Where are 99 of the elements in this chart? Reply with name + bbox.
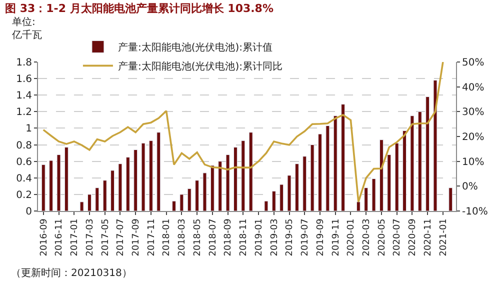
y2-tick-label: 20% xyxy=(462,132,484,143)
bar xyxy=(180,194,184,211)
x-tick-label: 2019-09 xyxy=(316,218,326,256)
bar xyxy=(126,156,130,211)
bar xyxy=(272,190,276,211)
y-tick-label: 1.6 xyxy=(16,74,32,86)
bar xyxy=(302,156,307,211)
y-tick-label: 0.6 xyxy=(16,156,32,168)
x-tick-label: 2020-03 xyxy=(362,218,372,256)
y-tick-label: 0.2 xyxy=(16,190,32,201)
chart-title: 图 33：1-2 月太阳能电池产量累计同比增长 103.8% xyxy=(5,2,274,15)
bar xyxy=(410,116,414,211)
bar xyxy=(49,160,54,211)
bar xyxy=(95,188,100,211)
line-series xyxy=(42,62,444,203)
y2-tick-label: 50% xyxy=(462,58,484,68)
bar xyxy=(102,180,107,211)
bar xyxy=(202,172,207,211)
bar xyxy=(248,132,253,211)
bar xyxy=(195,180,200,211)
legend-label: 产量:太阳能电池(光伏电池):累计同比 xyxy=(118,60,283,73)
x-tick-label: 2019-11 xyxy=(331,218,342,256)
bar xyxy=(341,104,346,211)
bar xyxy=(134,149,138,211)
bar xyxy=(280,184,284,211)
bar xyxy=(318,134,322,211)
bar xyxy=(433,80,438,211)
bar xyxy=(356,202,360,211)
bar xyxy=(187,188,192,211)
x-tick-label: 2020-07 xyxy=(392,218,403,256)
x-tick-label: 2018-05 xyxy=(192,218,203,256)
legend-label: 产量:太阳能电池(光伏电池):累计值 xyxy=(118,42,273,54)
y-tick-label: 0 xyxy=(26,206,32,218)
bar xyxy=(210,165,214,211)
bar xyxy=(141,142,146,211)
bar xyxy=(294,164,299,211)
x-tick-label: 2019-07 xyxy=(300,218,311,256)
bar xyxy=(372,178,376,211)
bar xyxy=(88,194,92,211)
bar xyxy=(110,170,115,211)
y2-tick-label: 30% xyxy=(462,107,484,118)
bar xyxy=(56,154,61,211)
y-tick-label: 1.4 xyxy=(16,90,32,102)
x-tick-label: 2019-05 xyxy=(285,218,296,256)
y-tick-label: 1.2 xyxy=(16,107,32,118)
x-tick-label: 2019-03 xyxy=(270,218,280,256)
x-tick-label: 2016-11 xyxy=(54,218,65,256)
y2-tick-label: -10% xyxy=(462,206,488,218)
x-tick-label: 2017-03 xyxy=(85,218,96,256)
bar xyxy=(287,175,292,211)
x-tick-label: 2017-11 xyxy=(146,218,157,256)
y2-tick-label: 0% xyxy=(462,182,478,193)
bar xyxy=(118,164,122,211)
x-tick-label: 2020-11 xyxy=(423,218,434,256)
x-tick-label: 2017-01 xyxy=(70,218,80,256)
bar xyxy=(333,116,338,211)
x-tick-label: 2017-09 xyxy=(132,218,142,256)
bar xyxy=(234,147,238,211)
bar xyxy=(80,202,84,211)
x-tick-label: 2020-05 xyxy=(377,218,388,256)
x-tick-label: 2020-09 xyxy=(408,218,418,256)
bar xyxy=(402,130,406,211)
x-tick-label: 2017-05 xyxy=(100,218,111,256)
bar xyxy=(172,200,176,211)
y2-tick-label: 10% xyxy=(462,156,484,168)
x-tick-label: 2019-01 xyxy=(254,218,264,256)
bar xyxy=(364,188,368,211)
bar xyxy=(64,147,68,211)
y-tick-label: 0.4 xyxy=(16,173,32,184)
bar xyxy=(379,140,384,211)
x-tick-label: 2020-01 xyxy=(346,218,357,256)
bar xyxy=(310,144,314,211)
y-tick-label: 0.8 xyxy=(16,140,32,152)
bar xyxy=(226,154,230,211)
bar xyxy=(218,161,222,211)
bar xyxy=(156,132,161,211)
y2-tick-label: 40% xyxy=(462,82,484,94)
x-tick-label: 2017-07 xyxy=(116,218,126,256)
text: （更新时间：20210318） xyxy=(11,267,132,279)
bar xyxy=(326,125,330,211)
x-tick-label: 2018-07 xyxy=(208,218,218,256)
bar xyxy=(241,140,246,211)
y-tick-label: 1.8 xyxy=(16,58,32,68)
x-tick-label: 2018-09 xyxy=(224,218,234,256)
bar xyxy=(418,111,422,211)
x-tick-label: 2018-11 xyxy=(239,218,250,256)
bar xyxy=(394,142,399,211)
y-axis-title: 单位: 亿千瓦 xyxy=(11,16,42,41)
bar xyxy=(148,140,153,211)
x-tick-label: 2016-09 xyxy=(39,218,50,256)
x-tick-label: 2021-01 xyxy=(438,218,449,256)
bar xyxy=(448,188,453,211)
x-tick-label: 2018-03 xyxy=(178,218,188,256)
bar xyxy=(387,154,392,211)
x-tick-label: 2018-01 xyxy=(162,218,172,256)
bar xyxy=(264,200,268,211)
bar xyxy=(426,96,430,211)
bar xyxy=(41,164,46,211)
y-tick-label: 1 xyxy=(26,124,32,135)
